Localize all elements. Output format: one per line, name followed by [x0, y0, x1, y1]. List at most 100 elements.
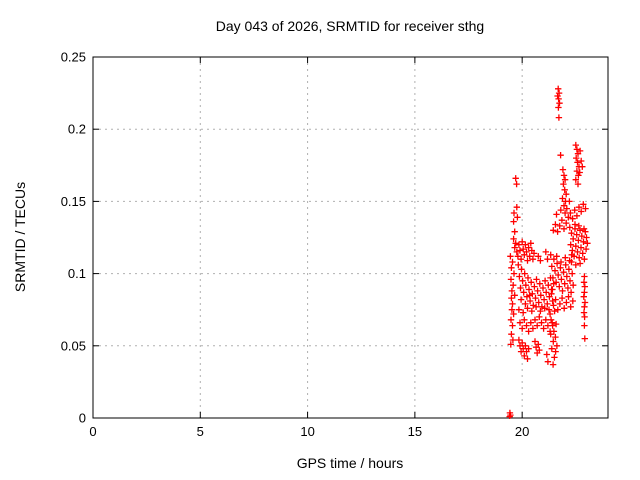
- data-point-marker: [549, 361, 557, 368]
- data-point-marker: [547, 251, 554, 258]
- data-point-marker: [520, 245, 527, 253]
- data-point-marker: [555, 89, 563, 97]
- data-point-marker: [560, 180, 567, 188]
- tick-labels: 0 5 10 15 20 0 0.05 0.1 0.15 0.2 0.25: [61, 50, 530, 440]
- data-point-marker: [576, 147, 584, 155]
- data-point-marker: [564, 284, 572, 292]
- data-point-marker: [551, 307, 558, 315]
- x-tick-label: 0: [89, 424, 96, 439]
- data-point-marker: [523, 293, 531, 300]
- data-point-marker: [514, 214, 521, 221]
- data-point-marker: [546, 310, 554, 318]
- data-point-marker: [536, 280, 543, 287]
- data-point-marker: [552, 320, 560, 328]
- data-point-marker: [581, 322, 588, 329]
- data-point-marker: [515, 261, 522, 269]
- data-point-marker: [569, 270, 576, 277]
- data-point-marker: [544, 358, 552, 365]
- data-point-marker: [526, 292, 533, 299]
- data-point-marker: [522, 342, 529, 349]
- data-point-marker: [568, 230, 575, 237]
- data-point-marker: [525, 328, 532, 335]
- data-point-marker: [563, 191, 570, 198]
- data-point-marker: [537, 292, 544, 299]
- data-point-marker: [520, 309, 527, 316]
- data-point-marker: [568, 258, 575, 266]
- data-point-marker: [578, 232, 585, 240]
- data-point-marker: [557, 206, 564, 214]
- data-point-marker: [533, 276, 540, 283]
- data-point-marker: [567, 241, 574, 248]
- data-point-marker: [552, 348, 559, 355]
- data-point-marker: [583, 234, 590, 241]
- data-point-marker: [569, 215, 576, 222]
- data-point-marker: [560, 172, 568, 179]
- data-point-marker: [511, 244, 518, 251]
- data-point-marker: [538, 319, 545, 326]
- data-point-marker: [510, 235, 517, 243]
- data-point-marker: [509, 322, 516, 329]
- data-point-marker: [511, 292, 518, 299]
- data-point-marker: [527, 319, 534, 326]
- y-tick-label: 0.15: [61, 194, 86, 209]
- data-point-marker: [519, 238, 526, 245]
- data-point-marker: [576, 254, 583, 261]
- data-point-marker: [555, 85, 562, 92]
- data-point-marker: [554, 228, 561, 235]
- data-point-marker: [565, 293, 572, 300]
- data-point-marker: [537, 307, 544, 315]
- data-point-marker: [516, 319, 524, 326]
- data-point-marker: [566, 224, 573, 231]
- data-point-marker: [513, 180, 520, 188]
- data-point-marker: [561, 280, 568, 287]
- data-point-marker: [574, 248, 581, 256]
- data-point-marker: [549, 322, 556, 329]
- y-tick-label: 0: [79, 411, 86, 426]
- data-point-marker: [537, 257, 544, 264]
- data-point-marker: [532, 294, 539, 302]
- data-point-marker: [548, 263, 555, 270]
- data-point-marker: [553, 253, 560, 260]
- data-point-marker: [526, 297, 534, 305]
- data-point-marker: [584, 240, 591, 247]
- data-point-marker: [572, 261, 579, 269]
- data-point-marker: [508, 264, 515, 271]
- data-point-marker: [549, 274, 557, 282]
- y-axis-label: SRMTID / TECUs: [12, 182, 28, 292]
- data-point-marker: [549, 297, 556, 305]
- data-point-marker: [571, 206, 578, 214]
- data-point-marker: [570, 282, 577, 289]
- axis-ticks: [92, 56, 608, 419]
- data-point-marker: [549, 286, 556, 293]
- data-point-marker: [570, 235, 577, 243]
- data-point-marker: [573, 167, 581, 175]
- data-point-marker: [573, 212, 581, 219]
- data-point-marker: [550, 227, 557, 234]
- data-point-marker: [552, 221, 559, 228]
- data-point-marker: [565, 214, 572, 221]
- data-point-marker: [559, 166, 567, 173]
- data-point-marker: [563, 205, 570, 212]
- data-point-marker: [512, 175, 519, 182]
- data-point-marker: [528, 307, 535, 315]
- data-point-marker: [563, 273, 570, 280]
- data-point-marker: [563, 299, 570, 306]
- data-point-marker: [573, 231, 580, 238]
- data-point-marker: [582, 205, 589, 212]
- data-point-marker: [541, 305, 548, 312]
- data-point-marker: [515, 336, 523, 344]
- data-point-marker: [562, 261, 569, 269]
- data-point-marker: [522, 282, 529, 289]
- data-point-marker: [525, 286, 533, 293]
- data-point-marker: [567, 303, 574, 310]
- data-point-marker: [525, 345, 532, 352]
- data-point-marker: [566, 277, 574, 284]
- data-point-marker: [552, 279, 560, 286]
- data-point-marker: [525, 244, 532, 251]
- data-point-marker: [578, 157, 585, 165]
- data-point-marker: [573, 154, 580, 162]
- data-point-marker: [543, 351, 550, 358]
- data-point-marker: [565, 266, 573, 273]
- data-point-marker: [575, 172, 582, 179]
- data-point-marker: [563, 219, 570, 227]
